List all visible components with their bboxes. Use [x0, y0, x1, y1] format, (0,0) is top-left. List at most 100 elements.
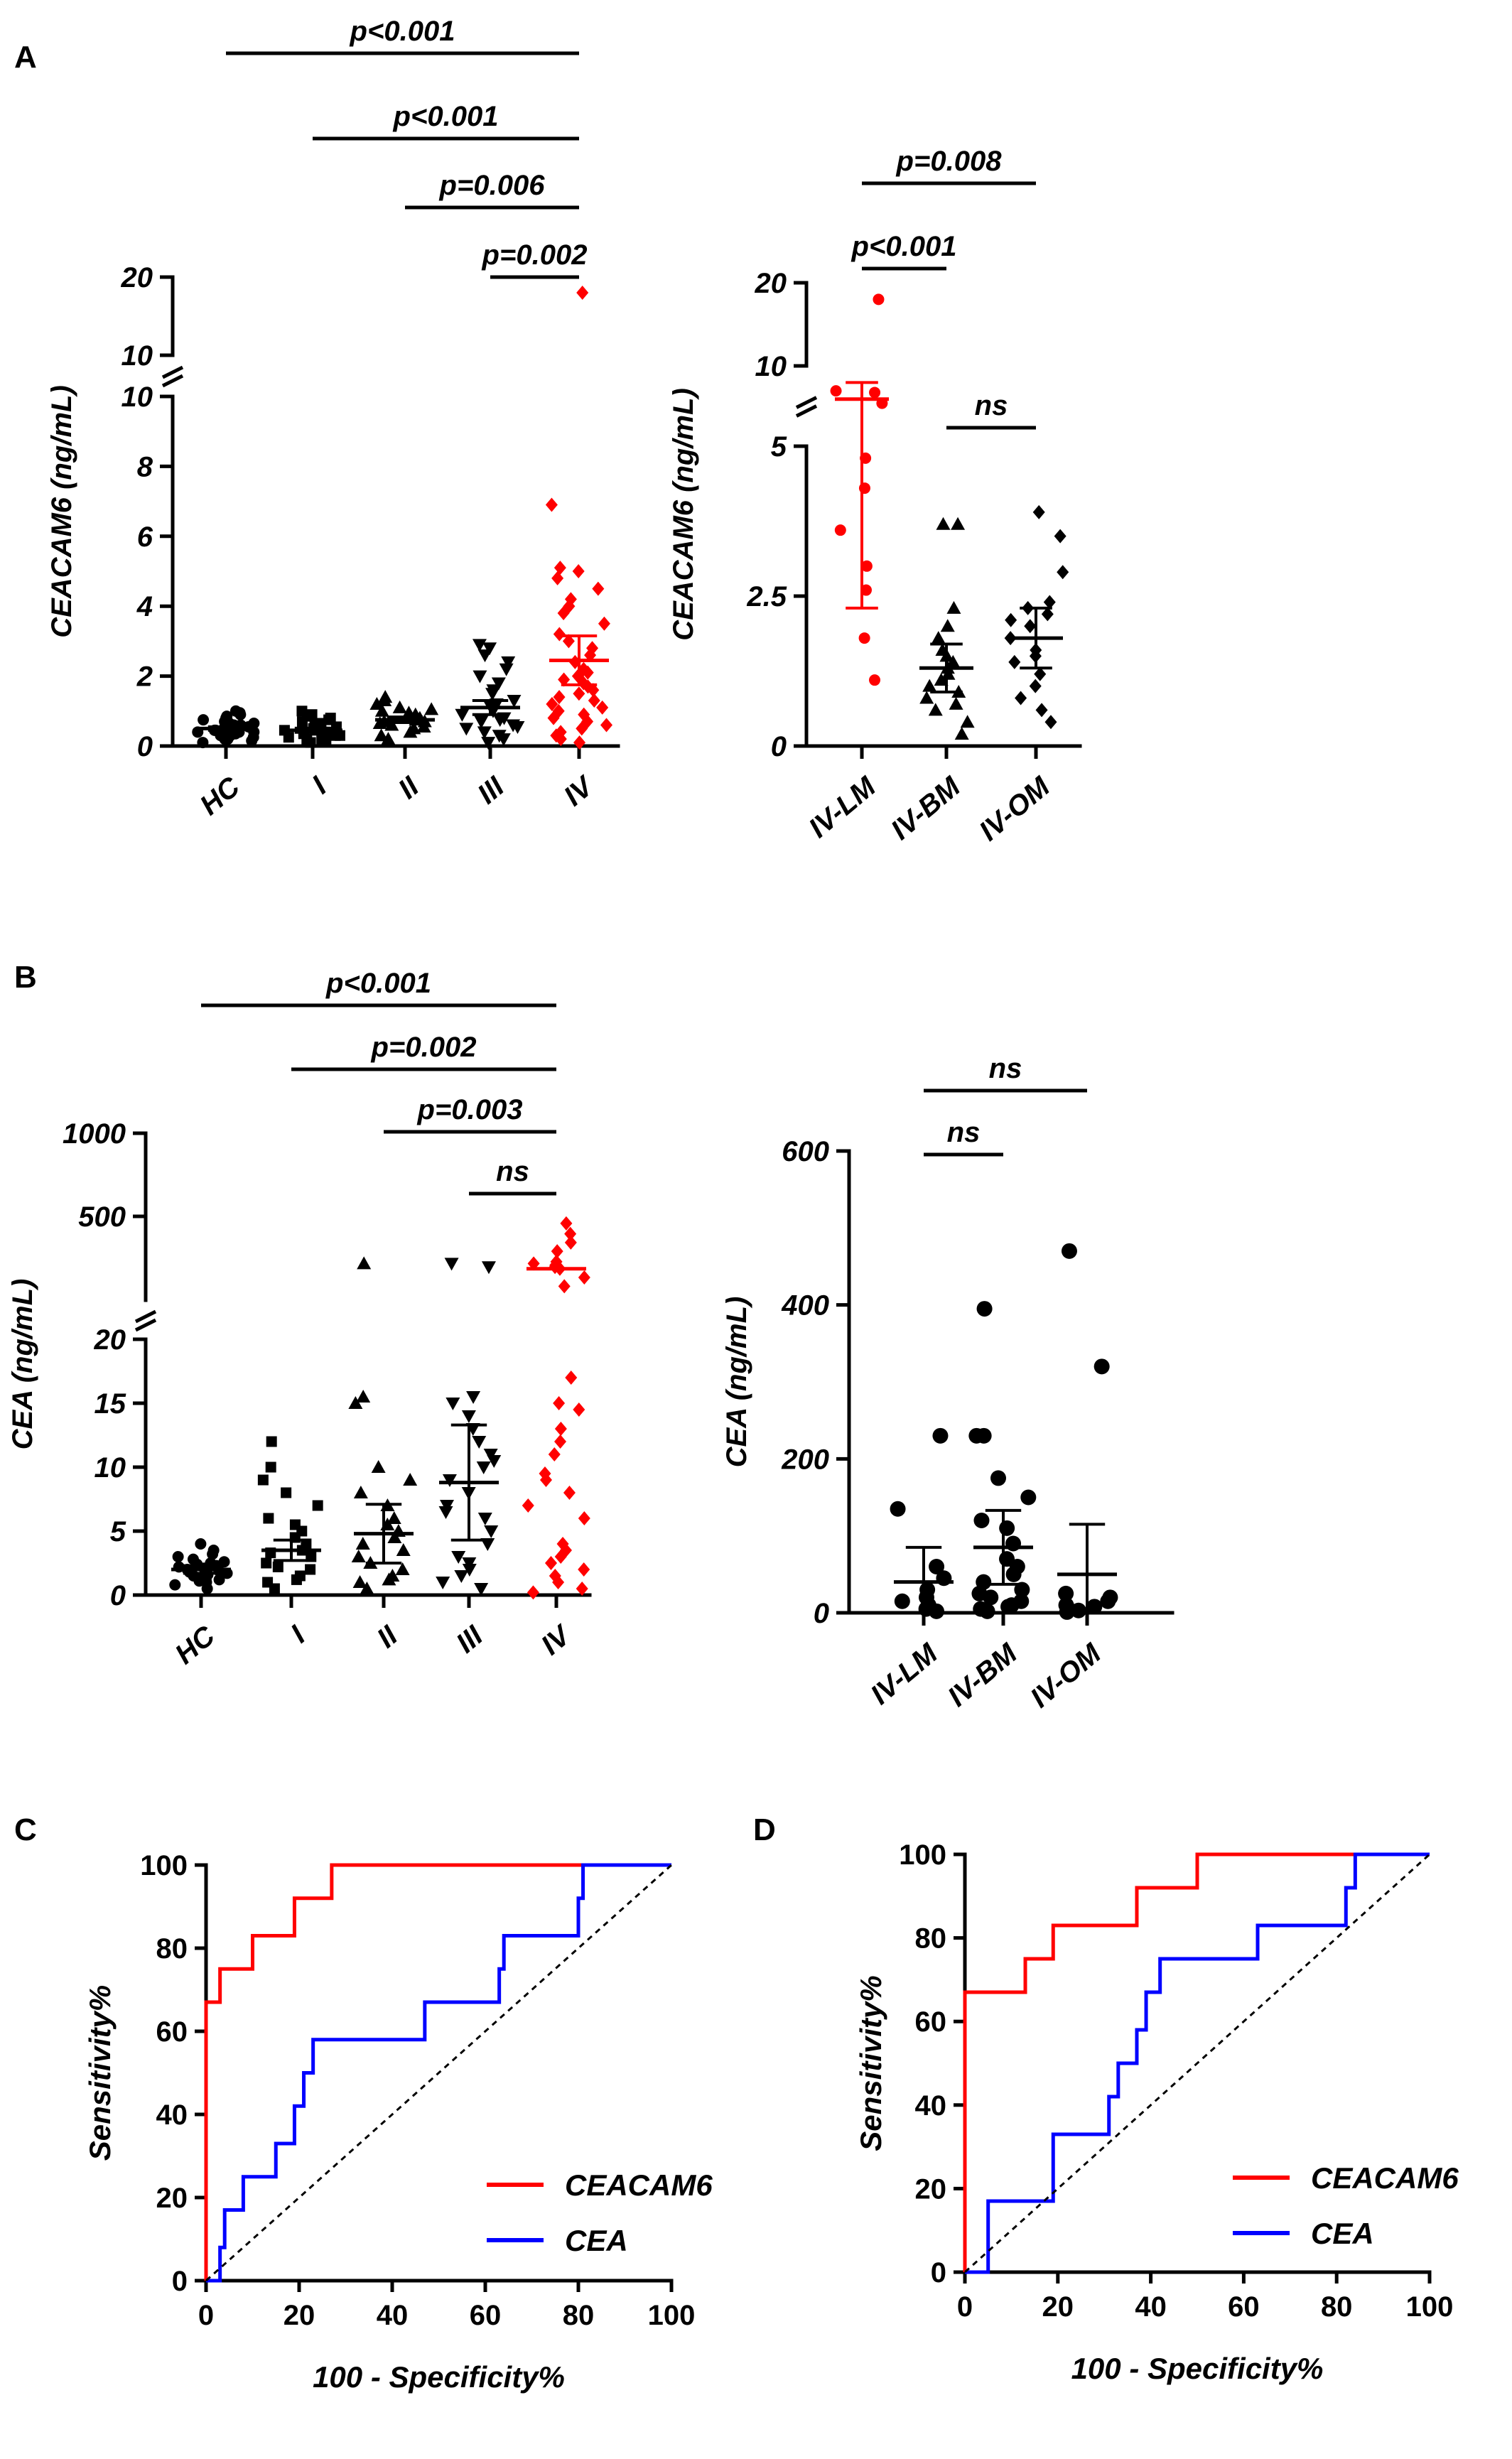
data-point-i	[261, 1557, 272, 1569]
data-point-iv	[578, 1562, 590, 1577]
significance-bracket-3-label: p=0.003	[417, 1094, 523, 1125]
data-point-iv	[552, 703, 565, 718]
data-point-iv-lm	[894, 1593, 910, 1609]
data-point-ii	[381, 732, 396, 745]
data-point-ii	[374, 728, 389, 742]
panel-letter-a: A	[14, 40, 37, 75]
y-axis-label: Sensitivity%	[854, 1975, 887, 2151]
data-point-i	[263, 1513, 274, 1524]
data-point-iv-bm	[999, 1551, 1015, 1567]
data-point-iv	[553, 690, 566, 705]
y-tick-label: 0	[110, 1580, 126, 1611]
data-point-iii	[492, 730, 507, 743]
data-point-hc	[198, 714, 210, 726]
data-point-i	[265, 1461, 276, 1473]
y-tick-label: 10	[755, 351, 787, 382]
data-point-iv	[592, 581, 605, 596]
y-axis-break-b	[161, 374, 184, 388]
data-point-ii	[355, 1537, 370, 1550]
data-point-i	[266, 1436, 277, 1447]
y-tick-label: 600	[782, 1136, 829, 1167]
data-point-hc	[230, 705, 242, 717]
data-point-iv	[545, 497, 558, 512]
data-point-ii	[378, 690, 393, 703]
data-point-iv	[565, 1371, 578, 1385]
x-tick-label-iv-om: IV-OM	[973, 770, 1057, 847]
data-point-i	[289, 1519, 301, 1530]
x-tick-label-iv-lm: IV-LM	[865, 1637, 944, 1711]
data-point-iii	[440, 1500, 455, 1513]
y-tick-label: 20	[121, 262, 153, 293]
y-tick-label: 5	[771, 431, 787, 463]
data-point-iv-om	[1029, 679, 1042, 693]
data-point-iv	[586, 641, 599, 656]
data-point-ii	[374, 703, 389, 717]
significance-bracket-2-label: p<0.001	[393, 101, 499, 132]
data-point-i	[272, 1561, 284, 1572]
data-point-iii	[454, 1570, 469, 1583]
y-tick-label: 8	[137, 451, 153, 482]
data-point-hc	[197, 737, 209, 749]
y-axis-label: CEA (ng/mL)	[7, 1279, 38, 1450]
data-point-ii	[392, 700, 407, 713]
y-axis-label: Sensitivity%	[83, 1985, 117, 2161]
data-point-iv-bm	[931, 631, 946, 644]
data-point-iv	[564, 1226, 577, 1241]
data-point-iv	[564, 1235, 577, 1250]
y-tick-label: 20	[755, 268, 787, 299]
data-point-iv-bm	[1013, 1593, 1030, 1609]
data-point-iv	[577, 661, 590, 676]
data-point-iv	[526, 1585, 539, 1600]
data-point-iv-bm	[1020, 1489, 1037, 1506]
x-tick-label: 100	[648, 2300, 696, 2331]
legend-label-cea: CEA	[1311, 2217, 1374, 2250]
x-tick-label-iv-om: IV-OM	[1025, 1637, 1108, 1714]
data-point-iv-lm	[869, 674, 881, 686]
data-point-iii	[506, 719, 521, 733]
data-point-iii	[472, 670, 487, 683]
data-point-iv-bm	[919, 691, 934, 704]
reference-diagonal	[205, 1864, 672, 2282]
significance-bracket-1-label: ns	[989, 1053, 1022, 1084]
data-point-iii	[474, 715, 489, 729]
panel-c-roc: 00 20 20 40 40 60 60 80 80 100 100 100 - Specificit…	[83, 1850, 713, 2394]
data-point-iii	[472, 639, 487, 652]
data-point-iv-om	[1008, 654, 1021, 669]
data-point-ii	[406, 721, 421, 735]
data-point-iv-bm	[976, 1427, 992, 1444]
data-point-iv-bm	[949, 696, 963, 710]
data-point-iv	[522, 1498, 534, 1513]
data-point-iv-om	[1058, 1585, 1074, 1601]
data-point-iv	[545, 1556, 558, 1570]
y-tick-label: 80	[915, 1923, 947, 1955]
data-point-ii	[353, 1486, 368, 1498]
data-point-iv-bm	[936, 517, 951, 530]
data-point-iv-bm	[946, 600, 961, 614]
data-point-hc	[218, 1556, 230, 1568]
x-tick-label: 100	[1406, 2291, 1454, 2323]
data-point-iii	[476, 1461, 491, 1474]
data-point-i	[325, 713, 336, 724]
y-tick-label: 200	[781, 1444, 829, 1475]
data-point-iv	[562, 634, 575, 649]
y-tick-label: 400	[781, 1290, 829, 1322]
data-point-iv-lm	[830, 385, 842, 397]
data-point-iv	[554, 561, 566, 575]
data-point-iv	[563, 1486, 576, 1500]
data-point-iv	[551, 571, 564, 585]
data-point-iv	[546, 696, 558, 711]
roc-curve-cea	[206, 1863, 671, 2283]
y-tick-label: 1000	[63, 1118, 126, 1150]
data-point-iv-om	[1015, 691, 1027, 706]
data-point-iii	[486, 684, 501, 698]
data-point-iv-om	[1102, 1589, 1118, 1606]
data-point-iv-om	[1094, 1358, 1110, 1375]
data-point-iv	[573, 735, 586, 750]
significance-bracket-4-label: p=0.002	[482, 239, 588, 271]
x-tick-label: 40	[1135, 2291, 1167, 2323]
y-tick-label: 60	[915, 2006, 947, 2038]
data-point-iv-bm	[973, 1601, 989, 1617]
y-tick-label: 0	[814, 1598, 829, 1629]
y-axis-break-a	[134, 1309, 157, 1324]
